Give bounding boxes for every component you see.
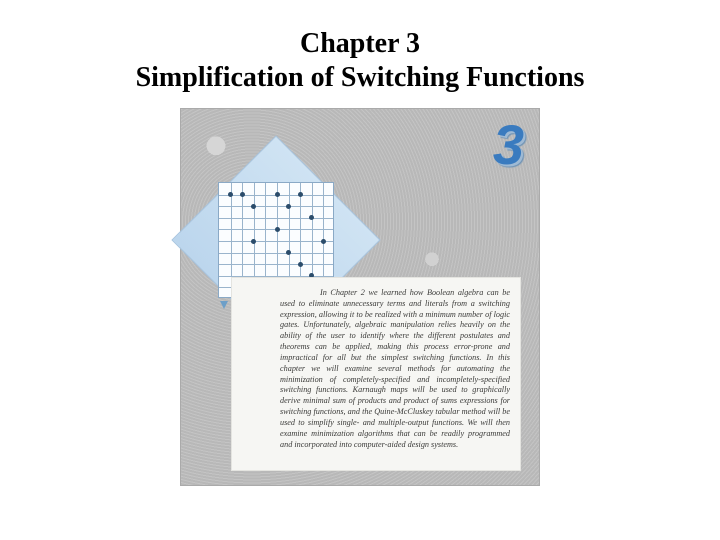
book-page-scan: 3 In Chapter 2 we learned how Boolean al… xyxy=(180,108,540,486)
title-block: Chapter 3 Simplification of Switching Fu… xyxy=(136,28,585,94)
down-arrow-icon xyxy=(220,301,228,309)
grid-dot xyxy=(321,239,326,244)
grid-dot xyxy=(228,192,233,197)
slide-container: Chapter 3 Simplification of Switching Fu… xyxy=(0,0,720,540)
grid-line xyxy=(219,206,333,207)
grid-line xyxy=(219,264,333,265)
chapter-number-graphic: 3 xyxy=(493,112,522,177)
grid-dot xyxy=(251,239,256,244)
grid-dot xyxy=(275,192,280,197)
grid-dot xyxy=(251,204,256,209)
chapter-title: Simplification of Switching Functions xyxy=(136,62,585,94)
chapter-label: Chapter 3 xyxy=(136,28,585,60)
grid-line xyxy=(219,253,333,254)
grid-dot xyxy=(275,227,280,232)
grid-dot xyxy=(309,215,314,220)
grid-dot xyxy=(286,204,291,209)
intro-text: In Chapter 2 we learned how Boolean alge… xyxy=(280,288,510,449)
grid-line xyxy=(219,218,333,219)
intro-paragraph: In Chapter 2 we learned how Boolean alge… xyxy=(232,278,520,470)
grid-line xyxy=(219,241,333,242)
grid-line xyxy=(219,276,333,277)
grid-dot xyxy=(298,262,303,267)
grid-dot xyxy=(298,192,303,197)
grid-dot xyxy=(286,250,291,255)
grid-dot xyxy=(240,192,245,197)
